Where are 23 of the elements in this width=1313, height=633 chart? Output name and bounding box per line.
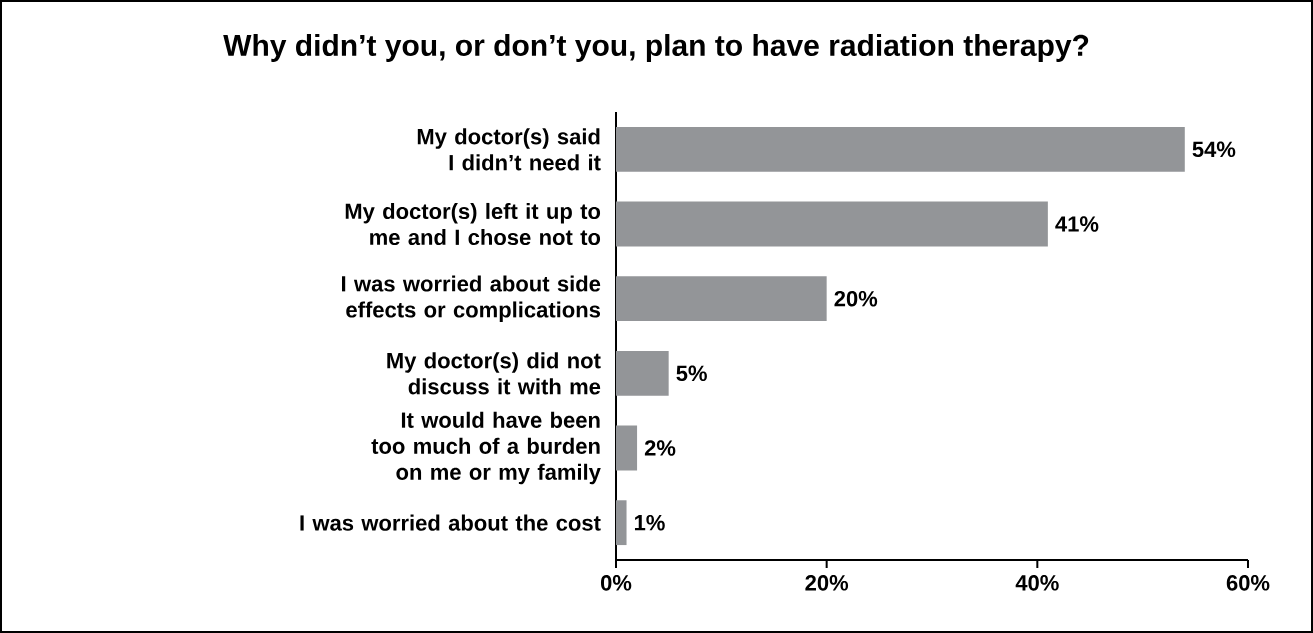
data-label: 5%	[676, 365, 707, 382]
x-tick-label: 40%	[1015, 575, 1059, 591]
y-tick-label: I was worried about the cost	[300, 514, 601, 531]
bar	[616, 425, 638, 471]
bar	[616, 201, 1048, 247]
bar	[616, 126, 1185, 172]
data-label: 1%	[634, 514, 665, 531]
bar	[616, 276, 827, 322]
y-tick-label: My doctor(s) said I didn’t need it	[417, 128, 601, 171]
data-label: 20%	[834, 290, 878, 307]
bar	[616, 350, 669, 396]
bar	[616, 500, 627, 546]
y-tick-label: It would have been too much of a burden on me or my family	[371, 411, 601, 485]
x-tick-label: 60%	[1226, 575, 1270, 591]
data-label: 2%	[644, 440, 676, 456]
y-tick-label: I was worried about side effects or complications	[342, 275, 601, 322]
y-tick-label: My doctor(s) left it up to me and I chose not to	[345, 202, 601, 246]
data-label: 41%	[1055, 216, 1099, 232]
chart-title: Why didn’t you, or don’t you, plan to have radiation therapy?	[223, 34, 1089, 62]
x-tick-label: 0%	[600, 575, 632, 591]
x-tick-label: 20%	[805, 575, 849, 591]
data-label: 54%	[1192, 141, 1236, 158]
y-tick-label: My doctor(s) did not discuss it with me	[387, 352, 601, 395]
